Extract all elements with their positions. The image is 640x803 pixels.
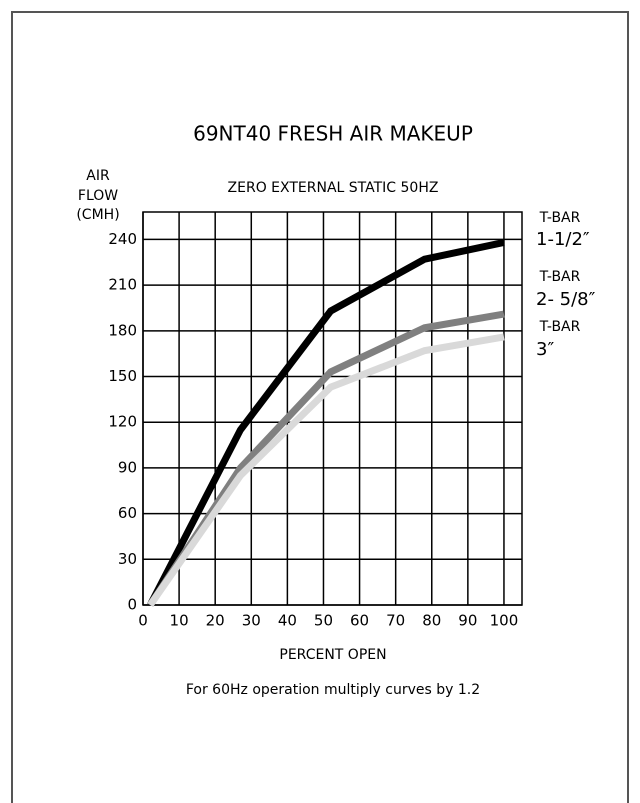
x-axis-label: PERCENT OPEN [279,647,386,663]
legend-label: 1-1/2″ [536,229,590,250]
y-axis-label: AIR [86,168,110,184]
y-tick-label: 240 [108,230,137,248]
x-tick-label: 70 [386,612,405,630]
x-tick-label: 80 [422,612,441,630]
x-tick-label: 100 [490,612,519,630]
x-tick-label: 10 [170,612,189,630]
x-tick-label: 60 [350,612,369,630]
y-tick-label: 60 [118,504,137,522]
series-line [147,333,505,608]
y-tick-label: 0 [127,596,137,614]
chart-title: 69NT40 FRESH AIR MAKEUP [193,122,473,146]
x-tick-label: 20 [206,612,225,630]
series-line [147,239,505,607]
legend-label: T-BAR [539,269,581,285]
page-frame [11,11,629,803]
x-tick-label: 90 [458,612,477,630]
note: For 60Hz operation multiply curves by 1.… [186,682,480,698]
legend-label: T-BAR [539,319,581,335]
y-axis-label: FLOW [78,188,118,204]
y-tick-label: 120 [108,413,137,431]
y-tick-label: 180 [108,321,137,339]
plot-area [142,211,523,606]
x-tick-label: 30 [242,612,261,630]
legend-label: 2- 5/8″ [536,289,596,310]
chart-subtitle: ZERO EXTERNAL STATIC 50HZ [228,180,439,196]
y-tick-label: 30 [118,550,137,568]
legend-label: T-BAR [539,210,581,226]
y-tick-label: 150 [108,367,137,385]
y-tick-label: 210 [108,276,137,294]
x-tick-label: 50 [314,612,333,630]
legend-label: 3″ [536,339,554,360]
x-tick-label: 0 [138,612,148,630]
series-line [147,310,505,607]
y-tick-label: 90 [118,458,137,476]
y-axis-label: (CMH) [76,207,119,223]
x-tick-label: 40 [278,612,297,630]
